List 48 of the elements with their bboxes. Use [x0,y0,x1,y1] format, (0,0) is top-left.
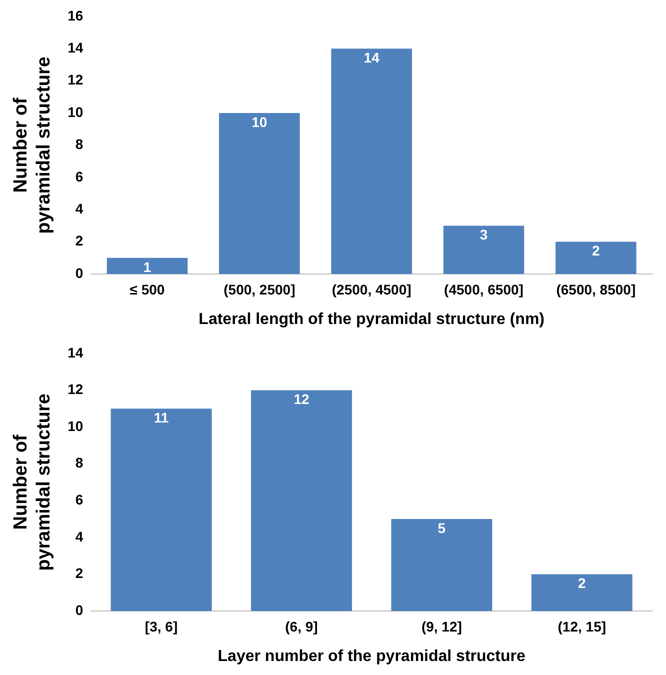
bar [251,390,352,611]
y-axis-title: Number of pyramidal structure [10,56,54,234]
x-tick-label: (2500, 4500] [332,281,412,298]
data-label: 2 [578,575,586,592]
bar [106,258,188,274]
data-label: 5 [438,520,446,536]
y-tick-label: 4 [75,200,84,216]
bar [556,242,636,274]
x-axis-title: Layer number of the pyramidal structure [218,648,526,665]
y-tick-label: 6 [75,491,84,508]
y-tick-label: 0 [75,602,84,618]
data-label: 10 [252,114,268,130]
data-label: 11 [154,409,169,426]
data-label: 14 [364,49,380,66]
bar [391,519,492,611]
y-tick-label: 16 [68,7,84,24]
data-label: 1 [143,258,152,275]
y-tick-label: 10 [68,418,84,434]
x-tick-label: (9, 12] [421,618,462,634]
bar [110,408,212,611]
bar [531,574,632,611]
y-tick-label: 4 [75,528,84,544]
y-tick-label: 2 [75,565,84,582]
y-tick-label: 12 [68,72,84,88]
x-tick-label: (6, 9] [285,618,318,634]
x-tick-label: [3, 6] [144,618,178,634]
y-tick-label: 14 [68,39,84,56]
y-tick-label: 8 [75,454,84,471]
y-tick-label: 2 [75,232,84,249]
y-tick-label: 12 [68,381,84,398]
bar [331,48,412,274]
y-tick-label: 6 [75,168,84,184]
x-axis-title: Lateral length of the pyramidal structure (nm) [198,310,544,328]
bar [443,226,524,274]
x-tick-label: (500, 2500] [224,281,296,298]
bar [219,113,300,274]
y-tick-label: 10 [68,104,84,120]
data-label: 12 [294,391,310,408]
y-tick-label: 0 [75,264,84,281]
y-tick-label: 14 [68,344,84,360]
x-tick-label: ≤ 500 [130,281,165,298]
y-axis-title: Number of pyramidal structure [10,393,54,571]
data-label: 2 [592,242,600,259]
x-tick-label: (12, 15] [558,618,606,634]
data-label: 3 [480,226,488,243]
y-tick-label: 8 [75,136,84,152]
x-tick-label: (6500, 8500] [556,281,636,298]
x-tick-label: (4500, 6500] [444,281,524,298]
